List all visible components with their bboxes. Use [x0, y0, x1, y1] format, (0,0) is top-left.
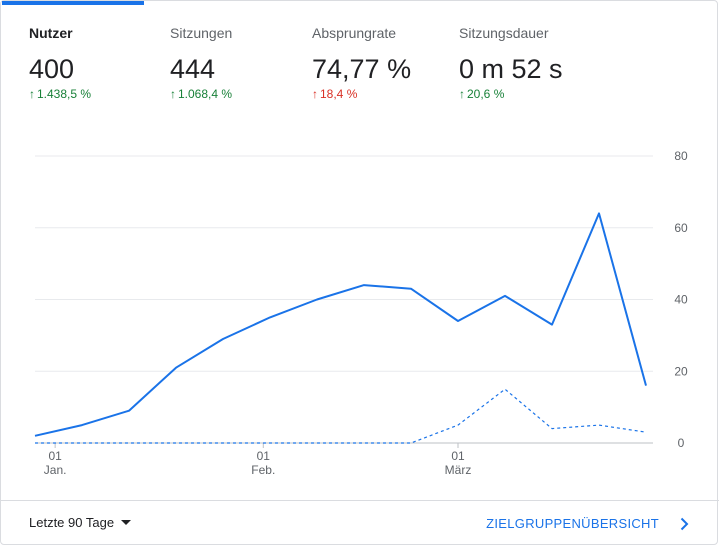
- series-line-comparison: [35, 388, 647, 444]
- y-tick-label: 0: [678, 436, 685, 450]
- audience-overview-label: ZIELGRUPPENÜBERSICHT: [486, 516, 659, 531]
- metric-delta-value: 1.438,5 %: [37, 87, 92, 101]
- metric-delta: ↑ 18,4 %: [312, 87, 411, 101]
- caret-down-icon: [121, 520, 132, 525]
- date-range-dropdown[interactable]: Letzte 90 Tage: [29, 515, 132, 530]
- x-tick-label: 01: [48, 449, 62, 463]
- metric-tab-users[interactable]: Nutzer 400 ↑ 1.438,5 %: [29, 23, 91, 101]
- metric-value: 400: [29, 54, 75, 84]
- metric-tab-bounce-rate[interactable]: Absprungrate 74,77 % ↑ 18,4 %: [312, 23, 411, 101]
- metric-delta: ↑ 20,6 %: [459, 87, 563, 101]
- x-tick-label: 01: [257, 449, 271, 463]
- metric-delta-value: 1.068,4 %: [178, 87, 233, 101]
- metric-label: Absprungrate: [312, 25, 397, 41]
- arrow-up-icon: ↑: [170, 87, 176, 101]
- metric-label: Sitzungsdauer: [459, 25, 549, 41]
- metric-delta: ↑ 1.438,5 %: [29, 87, 91, 101]
- x-tick-label: 01: [451, 449, 465, 463]
- metric-tab-session-duration[interactable]: Sitzungsdauer 0 m 52 s ↑ 20,6 %: [459, 23, 563, 101]
- y-tick-label: 60: [674, 221, 688, 235]
- metric-value: 74,77 %: [312, 54, 412, 84]
- series-line-primary: [34, 212, 647, 437]
- metric-tab-sessions[interactable]: Sitzungen 444 ↑ 1.068,4 %: [170, 23, 232, 101]
- metric-delta-value: 18,4 %: [320, 87, 358, 101]
- metric-label: Sitzungen: [170, 25, 233, 41]
- y-tick-label: 40: [674, 293, 688, 307]
- y-tick-label: 20: [674, 364, 688, 378]
- y-tick-label: 80: [674, 149, 688, 163]
- metric-delta: ↑ 1.068,4 %: [170, 87, 232, 101]
- arrow-up-icon: ↑: [459, 87, 465, 101]
- arrow-up-icon: ↑: [29, 87, 35, 101]
- chevron-right-icon: [680, 517, 689, 530]
- metric-delta-value: 20,6 %: [467, 87, 505, 101]
- x-tick-label: Feb.: [251, 463, 275, 477]
- metric-value: 0 m 52 s: [459, 54, 563, 84]
- active-tab-indicator: [2, 1, 144, 5]
- x-tick-label: März: [445, 463, 472, 477]
- audience-overview-link[interactable]: ZIELGRUPPENÜBERSICHT: [486, 516, 691, 531]
- date-range-label: Letzte 90 Tage: [29, 515, 115, 530]
- metric-label: Nutzer: [29, 25, 73, 41]
- metric-value: 444: [170, 54, 216, 84]
- arrow-up-icon: ↑: [312, 87, 318, 101]
- x-tick-label: Jan.: [44, 463, 67, 477]
- card-footer: Letzte 90 Tage ZIELGRUPPENÜBERSICHT: [1, 500, 719, 547]
